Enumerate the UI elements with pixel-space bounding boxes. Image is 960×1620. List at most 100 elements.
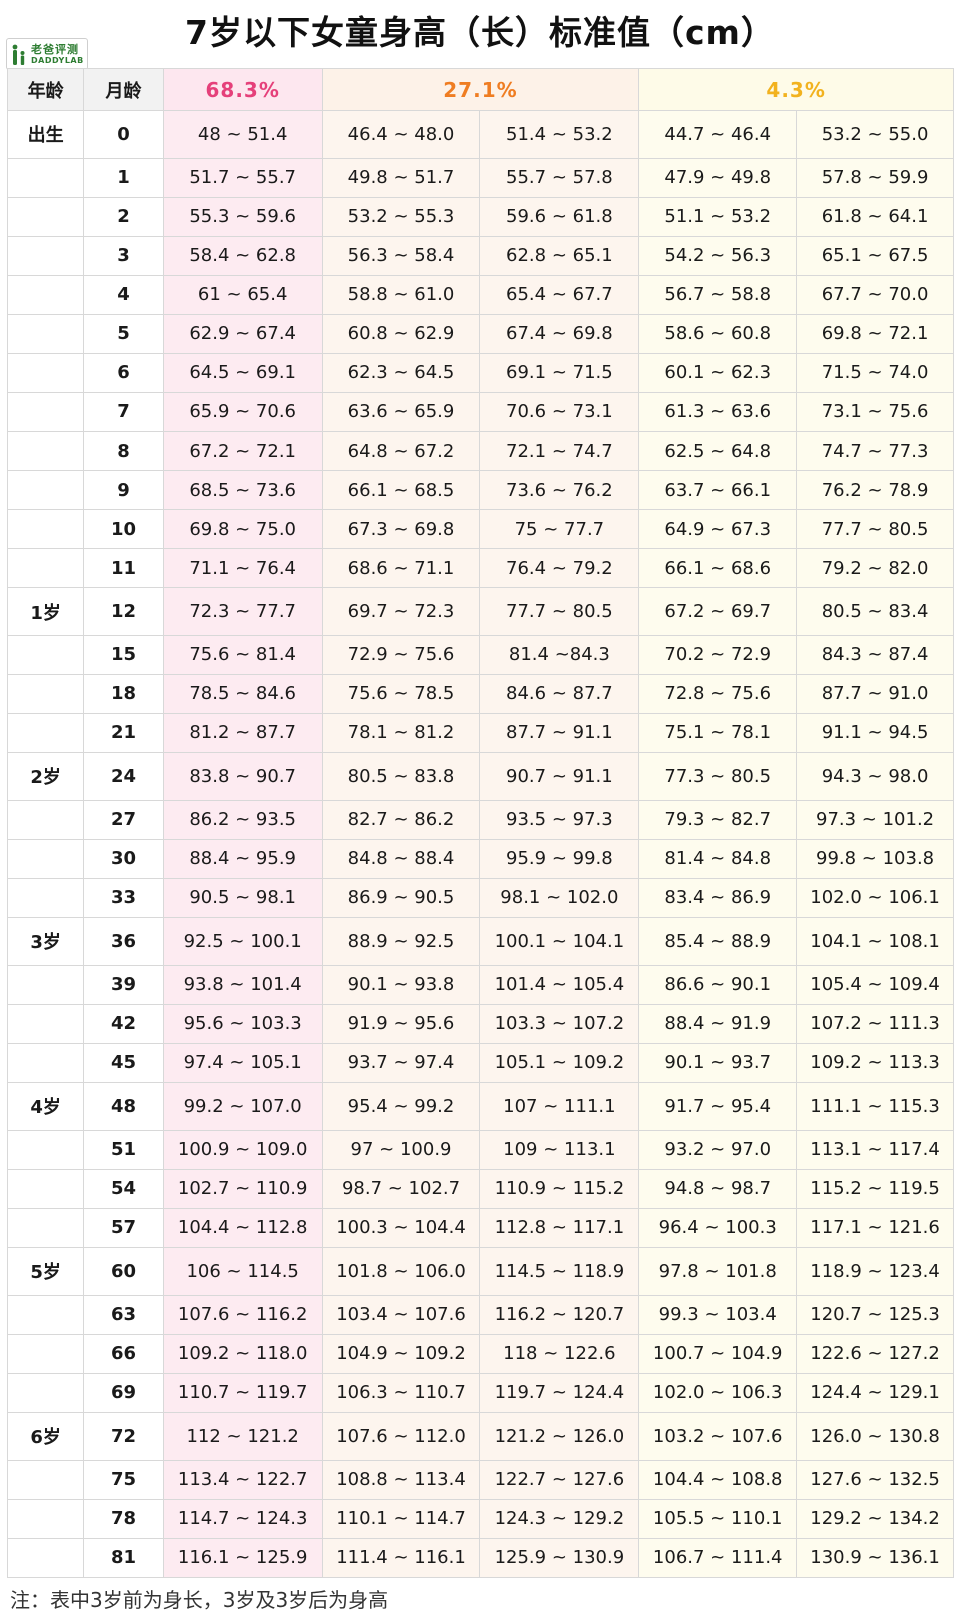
page-title: 7岁以下女童身高（长）标准值（cm） <box>185 13 775 52</box>
range-cell: 84.3 ~ 87.4 <box>796 634 954 675</box>
range-cell: 67.2 ~ 69.7 <box>638 587 798 636</box>
range-cell: 125.9 ~ 130.9 <box>479 1537 640 1579</box>
range-cell: 88.4 ~ 95.9 <box>162 838 323 879</box>
range-cell: 55.3 ~ 59.6 <box>162 196 323 237</box>
range-cell: 102.0 ~ 106.1 <box>796 877 954 918</box>
range-cell: 93.5 ~ 97.3 <box>479 799 640 840</box>
header-percent-4: 4.3% <box>638 68 954 111</box>
table-row: 18 78.5 ~ 84.6 75.6 ~ 78.5 84.6 ~ 87.7 72.8 … <box>6 673 954 714</box>
table-row: 81 116.1 ~ 125.9 111.4 ~ 116.1 125.9 ~ 130.… <box>6 1537 954 1579</box>
range-cell: 115.2 ~ 119.5 <box>796 1168 954 1209</box>
range-cell: 71.1 ~ 76.4 <box>162 548 323 589</box>
table-row: 10 69.8 ~ 75.0 67.3 ~ 69.8 75 ~ 77.7 64.9 ~ … <box>6 509 954 550</box>
range-cell: 104.4 ~ 112.8 <box>162 1207 323 1248</box>
range-cell: 77.7 ~ 80.5 <box>796 509 954 550</box>
age-cell <box>6 509 85 550</box>
range-cell: 107.6 ~ 112.0 <box>321 1411 481 1461</box>
age-cell <box>6 391 85 433</box>
range-cell: 95.4 ~ 99.2 <box>321 1081 481 1131</box>
table-row: 5 62.9 ~ 67.4 60.8 ~ 62.9 67.4 ~ 69.8 58.6 ~… <box>6 313 954 354</box>
range-cell: 86.9 ~ 90.5 <box>321 877 481 918</box>
range-cell: 73.6 ~ 76.2 <box>479 470 640 511</box>
range-cell: 108.8 ~ 113.4 <box>321 1459 481 1500</box>
table-row: 6岁 72 112 ~ 121.2 107.6 ~ 112.0 121.2 ~ 126.… <box>6 1411 954 1461</box>
month-cell: 18 <box>83 673 164 714</box>
range-cell: 58.4 ~ 62.8 <box>162 235 323 276</box>
range-cell: 107.6 ~ 116.2 <box>162 1294 323 1335</box>
range-cell: 113.4 ~ 122.7 <box>162 1459 323 1500</box>
age-cell <box>6 1372 85 1413</box>
range-cell: 87.7 ~ 91.1 <box>479 712 640 754</box>
month-cell: 2 <box>83 196 164 237</box>
range-cell: 65.9 ~ 70.6 <box>162 391 323 433</box>
range-cell: 107 ~ 111.1 <box>479 1081 640 1131</box>
table-row: 75 113.4 ~ 122.7 108.8 ~ 113.4 122.7 ~ 127.… <box>6 1459 954 1500</box>
month-cell: 4 <box>83 274 164 315</box>
table-row: 2岁 24 83.8 ~ 90.7 80.5 ~ 83.8 90.7 ~ 91.1 77.… <box>6 752 954 801</box>
table-row: 7 65.9 ~ 70.6 63.6 ~ 65.9 70.6 ~ 73.1 61.3 ~… <box>6 391 954 433</box>
month-cell: 11 <box>83 548 164 589</box>
range-cell: 85.4 ~ 88.9 <box>638 916 798 966</box>
range-cell: 118.9 ~ 123.4 <box>796 1246 954 1296</box>
range-cell: 100.3 ~ 104.4 <box>321 1207 481 1248</box>
age-cell: 3岁 <box>6 916 85 966</box>
range-cell: 111.4 ~ 116.1 <box>321 1537 481 1579</box>
range-cell: 76.2 ~ 78.9 <box>796 470 954 511</box>
range-cell: 105.1 ~ 109.2 <box>479 1042 640 1083</box>
month-cell: 60 <box>83 1246 164 1296</box>
range-cell: 53.2 ~ 55.0 <box>796 110 954 159</box>
range-cell: 79.3 ~ 82.7 <box>638 799 798 840</box>
range-cell: 81.4 ~84.3 <box>479 634 640 675</box>
range-cell: 51.1 ~ 53.2 <box>638 196 798 237</box>
month-cell: 54 <box>83 1168 164 1209</box>
table-row: 30 88.4 ~ 95.9 84.8 ~ 88.4 95.9 ~ 99.8 81.4 … <box>6 838 954 879</box>
table-row: 3 58.4 ~ 62.8 56.3 ~ 58.4 62.8 ~ 65.1 54.2 ~… <box>6 235 954 276</box>
range-cell: 58.6 ~ 60.8 <box>638 313 798 354</box>
age-cell <box>6 1003 85 1044</box>
range-cell: 91.1 ~ 94.5 <box>796 712 954 754</box>
month-cell: 21 <box>83 712 164 754</box>
age-cell <box>6 1129 85 1170</box>
range-cell: 114.5 ~ 118.9 <box>479 1246 640 1296</box>
table-row: 78 114.7 ~ 124.3 110.1 ~ 114.7 124.3 ~ 129.… <box>6 1498 954 1539</box>
range-cell: 66.1 ~ 68.5 <box>321 470 481 511</box>
age-cell <box>6 196 85 237</box>
family-icon <box>12 44 25 65</box>
age-cell <box>6 1042 85 1083</box>
month-cell: 33 <box>83 877 164 918</box>
range-cell: 72.9 ~ 75.6 <box>321 634 481 675</box>
age-cell <box>6 712 85 754</box>
range-cell: 88.4 ~ 91.9 <box>638 1003 798 1044</box>
range-cell: 97.4 ~ 105.1 <box>162 1042 323 1083</box>
range-cell: 55.7 ~ 57.8 <box>479 157 640 198</box>
age-cell <box>6 1207 85 1248</box>
table-row: 42 95.6 ~ 103.3 91.9 ~ 95.6 103.3 ~ 107.2 88… <box>6 1003 954 1044</box>
range-cell: 110.9 ~ 115.2 <box>479 1168 640 1209</box>
age-cell <box>6 430 85 472</box>
month-cell: 5 <box>83 313 164 354</box>
age-cell <box>6 470 85 511</box>
range-cell: 60.8 ~ 62.9 <box>321 313 481 354</box>
range-cell: 98.7 ~ 102.7 <box>321 1168 481 1209</box>
range-cell: 105.5 ~ 110.1 <box>638 1498 798 1539</box>
range-cell: 61 ~ 65.4 <box>162 274 323 315</box>
range-cell: 105.4 ~ 109.4 <box>796 964 954 1005</box>
range-cell: 67.7 ~ 70.0 <box>796 274 954 315</box>
range-cell: 90.1 ~ 93.8 <box>321 964 481 1005</box>
range-cell: 92.5 ~ 100.1 <box>162 916 323 966</box>
range-cell: 62.5 ~ 64.8 <box>638 430 798 472</box>
age-cell: 6岁 <box>6 1411 85 1461</box>
range-cell: 69.7 ~ 72.3 <box>321 587 481 636</box>
range-cell: 49.8 ~ 51.7 <box>321 157 481 198</box>
age-cell <box>6 964 85 1005</box>
range-cell: 51.4 ~ 53.2 <box>479 110 640 159</box>
header-percent-68: 68.3% <box>162 68 323 111</box>
age-cell <box>6 799 85 840</box>
range-cell: 81.4 ~ 84.8 <box>638 838 798 879</box>
range-cell: 103.3 ~ 107.2 <box>479 1003 640 1044</box>
range-cell: 93.8 ~ 101.4 <box>162 964 323 1005</box>
table-row: 21 81.2 ~ 87.7 78.1 ~ 81.2 87.7 ~ 91.1 75.1 … <box>6 712 954 754</box>
table-row: 9 68.5 ~ 73.6 66.1 ~ 68.5 73.6 ~ 76.2 63.7 ~… <box>6 470 954 511</box>
table-row: 出生 0 48 ~ 51.4 46.4 ~ 48.0 51.4 ~ 53.2 44.7 ~… <box>6 110 954 159</box>
month-cell: 57 <box>83 1207 164 1248</box>
